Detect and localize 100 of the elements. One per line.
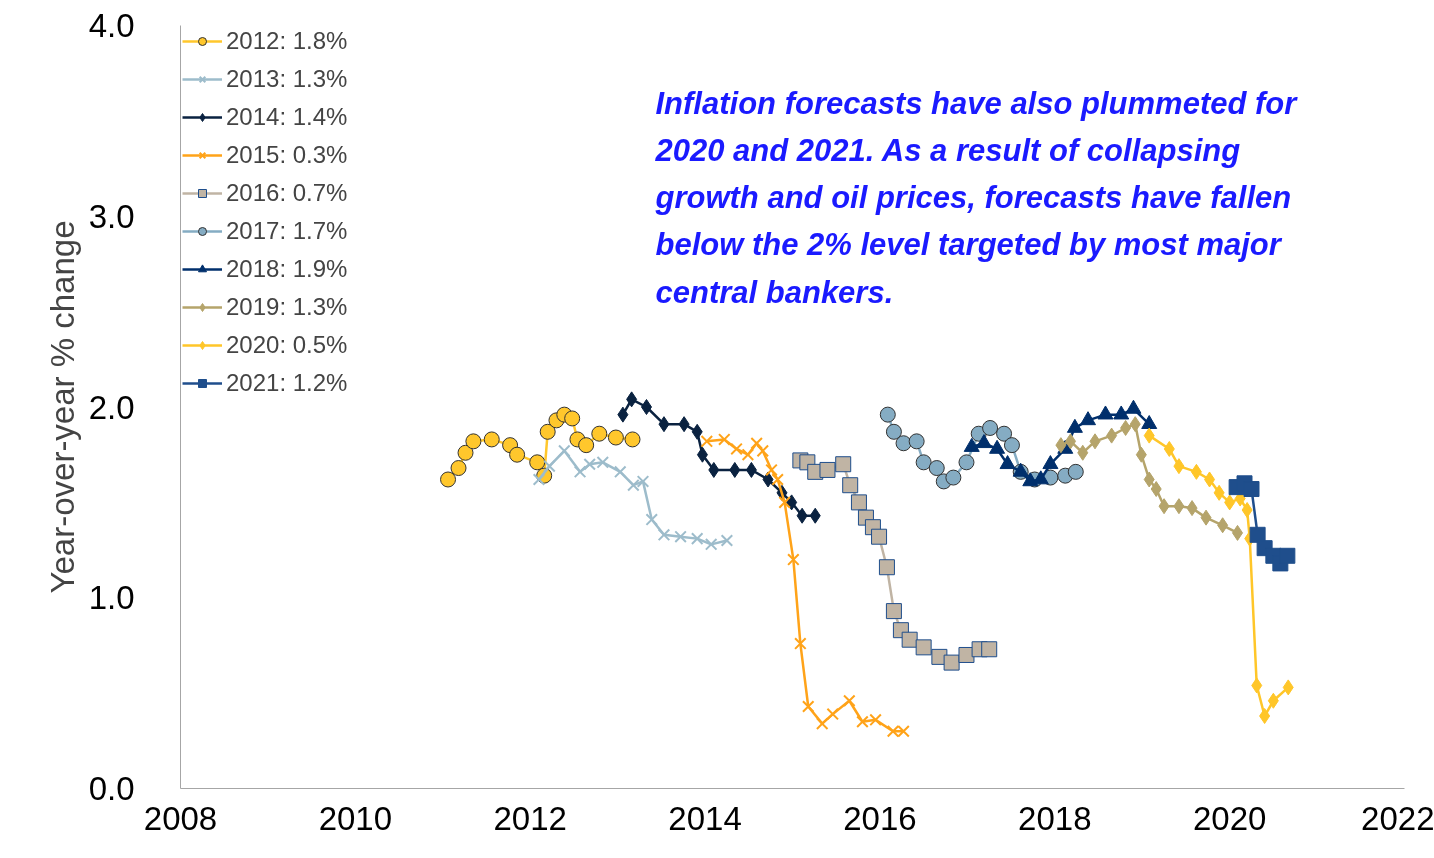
point (1267, 692, 1279, 709)
point (529, 454, 546, 471)
y-tick-label: 4.0 (88, 7, 135, 44)
point (532, 473, 546, 486)
point (794, 637, 807, 650)
point (826, 707, 840, 721)
point (943, 654, 960, 671)
point (626, 391, 638, 408)
point (457, 444, 474, 461)
point (696, 446, 708, 463)
point (1282, 679, 1294, 696)
point (1241, 502, 1253, 519)
point (1204, 471, 1216, 488)
legend-label: 2015: 0.3% (226, 141, 348, 169)
point (975, 434, 992, 449)
point (1022, 472, 1039, 487)
point (591, 425, 608, 442)
point (1067, 463, 1084, 480)
point (1077, 444, 1089, 461)
point (1190, 463, 1202, 480)
point (786, 494, 798, 511)
point (1089, 433, 1101, 450)
point (843, 694, 856, 708)
point (730, 442, 743, 456)
point (885, 603, 902, 620)
point (700, 435, 714, 448)
point (640, 399, 652, 415)
point (879, 406, 896, 423)
point (1224, 494, 1236, 511)
point (691, 423, 703, 440)
point (1217, 517, 1229, 534)
point (878, 559, 895, 576)
point (1243, 481, 1260, 498)
point (1232, 524, 1244, 541)
point (1135, 446, 1147, 463)
point (657, 528, 671, 542)
point (1173, 498, 1185, 515)
point (915, 639, 932, 656)
point (440, 471, 457, 488)
point (945, 469, 962, 486)
point (1213, 484, 1225, 501)
point (756, 444, 770, 458)
point (1080, 411, 1097, 426)
point (741, 448, 755, 461)
point (1003, 437, 1020, 454)
point (981, 641, 998, 658)
point (787, 553, 800, 566)
point (1163, 440, 1175, 457)
point (765, 463, 778, 477)
x-tick-label: 2022 (1361, 799, 1434, 837)
legend-label: 2016: 0.7% (226, 179, 348, 207)
point (762, 471, 774, 488)
point (1143, 427, 1155, 444)
y-tick-label: 0.0 (88, 770, 135, 807)
legend-label: 2017: 1.7% (226, 217, 348, 245)
point (850, 494, 867, 511)
point (690, 532, 704, 545)
point (750, 436, 763, 450)
point (1173, 458, 1185, 475)
point (815, 717, 829, 730)
x-tick-label: 2012 (493, 799, 567, 837)
x-tick-label: 2010 (318, 799, 393, 837)
point (678, 416, 690, 433)
point (885, 423, 902, 440)
legend-label: 2020: 0.5% (226, 331, 348, 359)
y-tick-label: 2.0 (88, 388, 135, 426)
point (718, 433, 731, 446)
point (745, 461, 757, 478)
point (1251, 677, 1263, 694)
point (607, 429, 624, 446)
point (842, 477, 859, 494)
point (996, 425, 1013, 442)
point (573, 465, 587, 479)
point (613, 465, 627, 479)
x-tick-label: 2018 (1018, 799, 1092, 837)
point (1120, 419, 1132, 436)
point (564, 410, 581, 427)
point (578, 437, 595, 454)
point (901, 631, 918, 648)
legend-label: 2019: 1.3% (226, 293, 348, 321)
point (835, 456, 852, 473)
point (1042, 455, 1059, 470)
point (539, 423, 556, 440)
point (915, 454, 932, 471)
point (809, 507, 821, 524)
legend-label: 2018: 1.9% (226, 255, 348, 283)
point (617, 406, 629, 423)
point (1279, 547, 1296, 564)
point (1055, 437, 1067, 454)
annotation: Inflation forecasts have also plummeted for 2020 and 2021. As a result of collapsing growth and oil prices, forecasts have fallen below the 2% level targeted by most major central bankers. (654, 85, 1299, 310)
point (801, 700, 815, 713)
point (1259, 708, 1271, 725)
point (1065, 433, 1077, 450)
point (999, 455, 1016, 470)
y-axis-title: Year-over-year % change (43, 220, 81, 594)
point (796, 507, 808, 524)
point (771, 473, 784, 486)
point (1186, 500, 1198, 517)
point (1200, 509, 1212, 526)
point (658, 416, 670, 433)
